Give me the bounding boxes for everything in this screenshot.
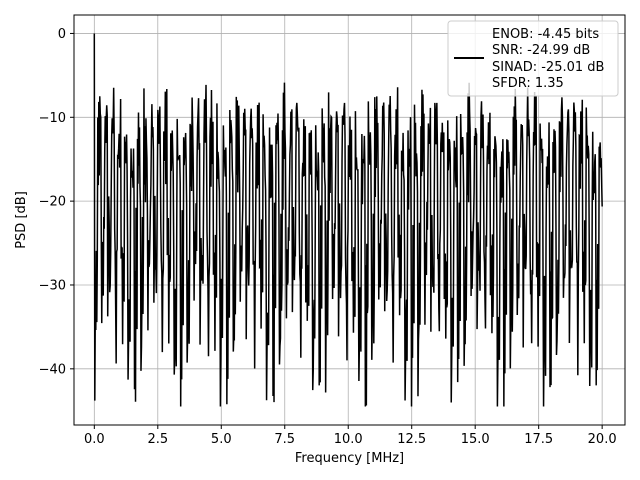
x-tick-label: 17.5 bbox=[524, 432, 553, 447]
plot-frame bbox=[73, 14, 626, 426]
y-axis-label: PSD [dB] bbox=[14, 191, 29, 249]
x-axis-label: Frequency [MHz] bbox=[295, 451, 404, 466]
y-axis: 0 −10 −20 −30 −40 bbox=[39, 27, 74, 377]
x-tick-label: 15.0 bbox=[461, 432, 490, 447]
x-tick-label: 10.0 bbox=[334, 432, 363, 447]
series-layer bbox=[93, 33, 603, 407]
legend-entry-sfdr: SFDR: 1.35 bbox=[492, 76, 564, 91]
x-axis: 0.0 2.5 5.0 7.5 10.0 12.5 15.0 17.5 20.0 bbox=[84, 425, 617, 447]
x-tick-label: 5.0 bbox=[211, 432, 232, 447]
y-tick-label: −20 bbox=[39, 195, 66, 210]
y-tick-label: −10 bbox=[39, 111, 66, 126]
y-tick-label: −40 bbox=[39, 362, 66, 377]
y-tick-label: −30 bbox=[39, 278, 66, 293]
x-tick-label: 2.5 bbox=[147, 432, 168, 447]
x-tick-label: 20.0 bbox=[588, 432, 617, 447]
x-tick-label: 12.5 bbox=[397, 432, 426, 447]
x-tick-label: 7.5 bbox=[274, 432, 295, 447]
y-tick-label: 0 bbox=[58, 27, 66, 42]
legend: ENOB: -4.45 bits SNR: -24.99 dB SINAD: -… bbox=[447, 20, 619, 97]
legend-entry-enob: ENOB: -4.45 bits bbox=[492, 27, 599, 42]
legend-box bbox=[447, 20, 619, 97]
legend-entry-snr: SNR: -24.99 dB bbox=[492, 43, 590, 58]
legend-entry-sinad: SINAD: -25.01 dB bbox=[492, 60, 604, 75]
psd-series-line bbox=[93, 33, 603, 407]
x-tick-label: 0.0 bbox=[84, 432, 105, 447]
